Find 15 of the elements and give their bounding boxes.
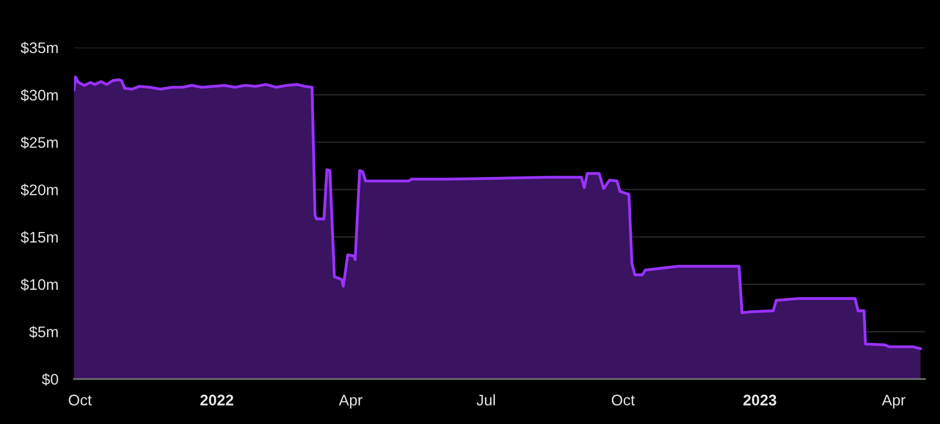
x-tick-label: Oct xyxy=(612,394,635,406)
x-tick-label: Oct xyxy=(68,394,92,406)
x-tick-label: Jul xyxy=(476,394,495,406)
x-tick-label: Apr xyxy=(338,394,362,409)
y-tick-label: $15m xyxy=(20,231,58,244)
y-tick-label: $0 xyxy=(42,373,58,386)
x-tick-label: 2023 xyxy=(743,394,776,406)
x-tick-label: 2022 xyxy=(200,394,234,406)
x-tick-label: Apr xyxy=(882,394,906,409)
y-tick-label: $5m xyxy=(29,326,58,338)
y-tick-label: $35m xyxy=(20,42,58,54)
y-tick-label: $10m xyxy=(20,278,58,291)
y-tick-label: $20m xyxy=(20,184,58,196)
y-tick-label: $25m xyxy=(20,136,58,149)
y-tick-label: $30m xyxy=(20,89,58,102)
